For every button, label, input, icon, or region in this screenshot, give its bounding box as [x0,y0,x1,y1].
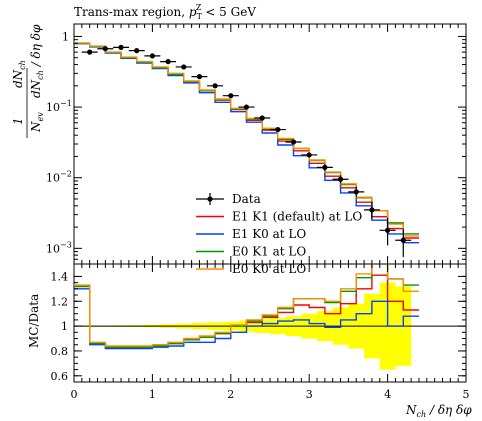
main-y-axis-title: 1 Nev dNch dNch / δη δφ [11,24,45,138]
chart-title: Trans-max region, pTZ < 5 GeV [74,3,256,21]
data-point [290,139,297,145]
y-tick-label: 10−1 [46,99,72,114]
x-tick-label: 1 [149,388,156,401]
y-tick-label: 1 [62,30,69,43]
svg-text:1: 1 [11,117,25,125]
ratio-series-group [74,264,419,350]
svg-text:Nev: Nev [29,112,45,133]
x-tick-label: 5 [463,388,470,401]
x-tick-label: 2 [227,388,234,401]
x-tick-label: 3 [306,388,313,401]
ratio-y-tick-label: 1.4 [51,270,69,283]
ratio-y-axis-title: MC/Data [27,294,41,348]
data-point [400,237,406,243]
y-tick-label: 10−2 [46,170,72,185]
data-point [196,74,203,80]
ratio-axis-ticks: 0.6 0.8 1 1.2 1.4 0 1 2 3 4 5 [51,264,470,401]
data-point [243,104,250,110]
legend-label: Data [232,192,261,206]
data-point [149,53,155,59]
data-point [212,83,218,89]
ratio-y-tick-label: 0.6 [51,370,69,383]
data-point [369,207,375,213]
legend-label: E0 K0 at LO [232,262,306,276]
x-tick-label: 0 [71,388,78,401]
legend-label: E0 K1 at LO [232,245,306,259]
data-points-group [81,44,412,258]
y-tick-label: 10−3 [46,240,72,255]
series-line-e0-k0-at-lo [74,42,419,237]
svg-text:dNch: dNch [11,60,27,88]
legend-label: E1 K1 (default) at LO [232,210,362,224]
ratio-y-tick-label: 1 [61,320,68,333]
legend-label: E1 K0 at LO [232,227,306,241]
main-axis-ticks: 1 10−1 10−2 10−3 [46,24,467,265]
ratio-y-tick-label: 0.8 [51,345,69,358]
data-point [353,189,359,195]
legend-swatch [207,196,213,202]
data-point [385,227,391,233]
ratio-line-e1-k0-at-lo [74,288,419,350]
data-point [259,115,265,121]
data-point [306,152,312,158]
legend: Data E1 K1 (default) at LO E1 K0 at LO E0 K… [196,192,362,276]
data-point [322,164,328,170]
svg-text:dNch / δη δφ: dNch / δη δφ [29,24,45,98]
x-tick-label: 4 [384,388,391,401]
ratio-y-tick-label: 1.2 [51,295,69,308]
data-point [228,93,234,99]
x-axis-title: Nch / δη δφ [405,403,472,419]
data-point [275,126,281,133]
data-point [134,48,140,54]
data-point [337,176,344,182]
data-point [165,59,171,65]
data-point [181,64,187,70]
data-point [118,44,124,50]
ratio-line-e0-k0-at-lo [74,264,419,347]
data-point [87,49,93,55]
data-point [102,46,108,52]
